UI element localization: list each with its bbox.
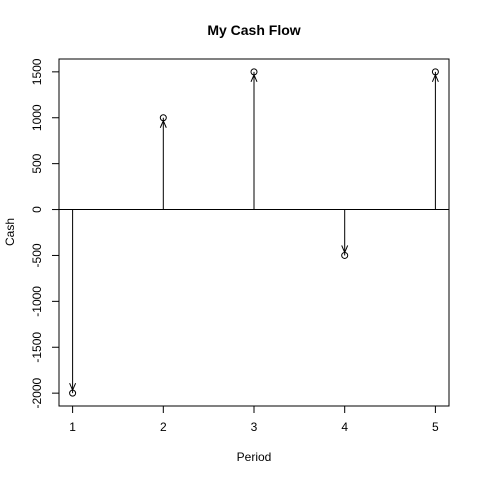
x-tick-label: 3 [251,420,258,434]
x-tick-label: 2 [160,420,167,434]
data-point [69,389,77,397]
data-point [250,68,258,76]
y-tick-label: -1000 [30,286,44,317]
chart-title: My Cash Flow [207,22,300,38]
y-tick-label: -1500 [30,332,44,363]
y-axis-label: Cash [3,218,17,246]
x-tick-label: 5 [432,420,439,434]
y-axis: -2000 -1500 -1000 -500 0 500 1000 1500 [30,58,59,408]
stems [69,68,439,397]
y-tick-label: -500 [30,243,44,267]
data-point [159,114,167,122]
data-point [431,68,439,76]
y-tick-label: 500 [30,153,44,173]
x-axis-label: Period [237,450,272,464]
y-tick-label: 0 [30,206,44,213]
x-tick-label: 1 [69,420,76,434]
y-tick-label: 1500 [30,58,44,85]
data-point [341,251,349,259]
x-axis: 1 2 3 4 5 [69,406,439,434]
y-tick-label: -2000 [30,377,44,408]
x-tick-label: 4 [341,420,348,434]
y-tick-label: 1000 [30,104,44,131]
